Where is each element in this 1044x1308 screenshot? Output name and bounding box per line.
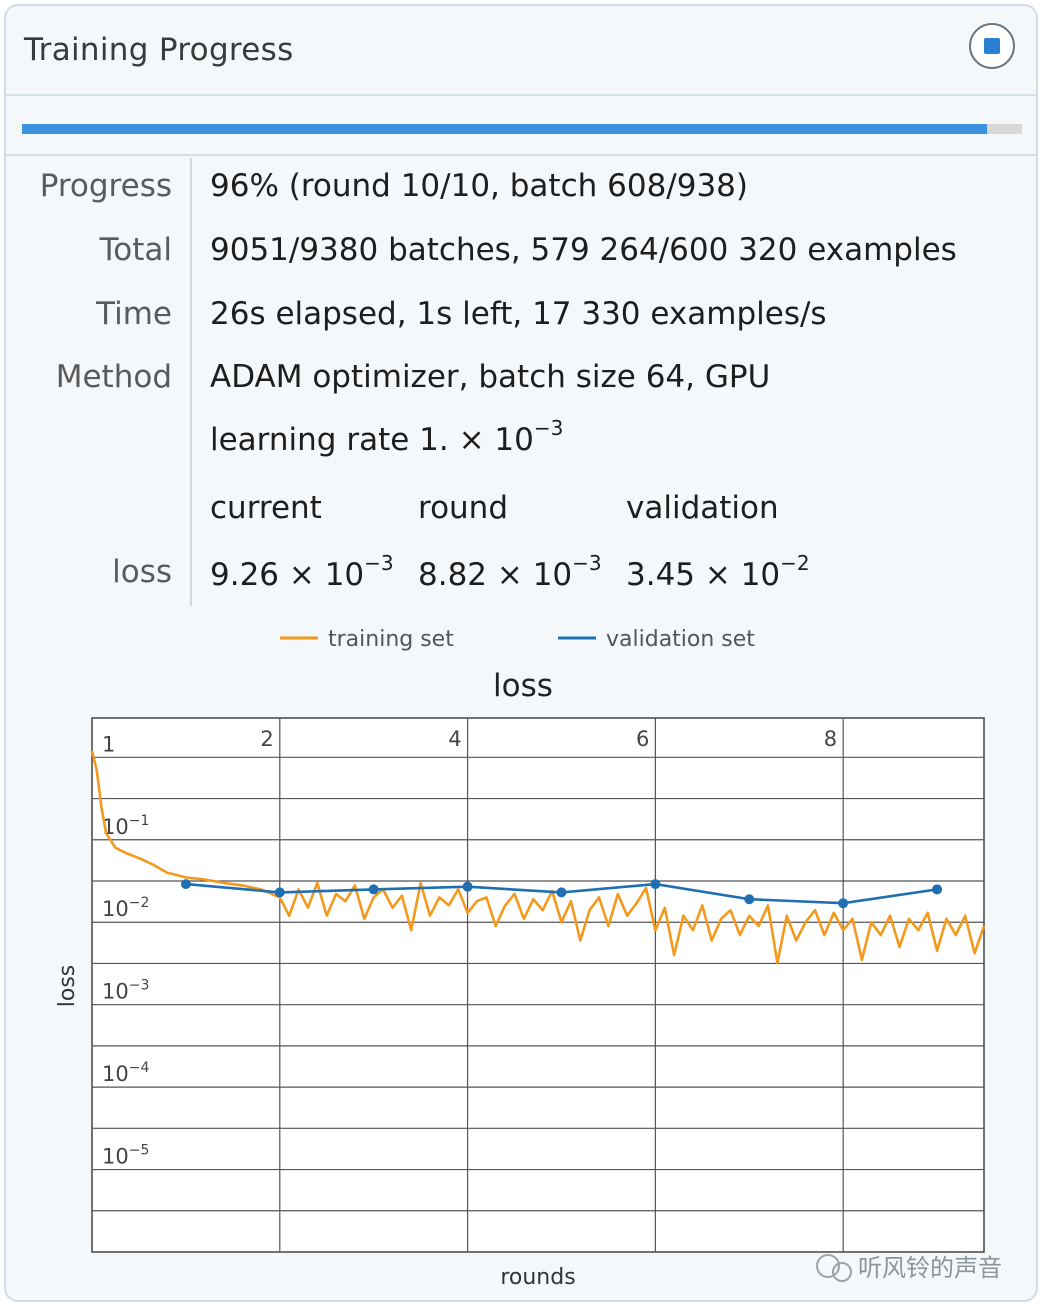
learning-rate: learning rate 1. × 10−3 [210, 416, 563, 458]
plot-area [91, 717, 985, 1253]
x-tick-label: 4 [448, 727, 461, 751]
y-tick-label: 1 [102, 732, 115, 756]
info-grid: Progress 96% (round 10/10, batch 608/938… [6, 6, 1036, 1300]
loss-row-label: loss [112, 554, 172, 590]
validation-point [556, 887, 567, 898]
panel-title: Training Progress [24, 32, 294, 68]
loss-current-exponent: −3 [364, 551, 394, 575]
divider [6, 154, 1036, 156]
x-axis-label: rounds [500, 1265, 575, 1290]
legend-training-label: training set [328, 627, 454, 652]
validation-point [368, 884, 379, 895]
loss-current-value: 9.26 × 10−3 [210, 551, 394, 593]
loss-round-exponent: −3 [572, 551, 602, 575]
stop-icon [984, 38, 1000, 54]
y-tick-labels: 110−110−210−310−410−5 [102, 732, 149, 1168]
learning-rate-exponent: −3 [533, 416, 564, 440]
loss-current-mantissa: 9.26 × 10 [210, 557, 365, 593]
x-tick-label: 6 [636, 727, 649, 751]
validation-point [650, 879, 661, 890]
y-tick-label: 10−3 [102, 978, 149, 1004]
loss-round-value: 8.82 × 10−3 [418, 551, 602, 593]
wechat-icon [816, 1254, 840, 1278]
label-divider [190, 158, 192, 606]
validation-point [744, 894, 755, 905]
loss-chart: training set validation set loss 2 4 6 8 1 1… [55, 627, 1002, 1290]
progress-label: Progress [39, 168, 172, 204]
x-tick-labels: 2 4 6 8 [260, 727, 837, 751]
learning-rate-text: learning rate 1. × 10 [210, 422, 534, 458]
wechat-icon-bubble [832, 1262, 852, 1282]
progress-bar [22, 124, 1022, 134]
loss-validation-value: 3.45 × 10−2 [626, 551, 810, 593]
validation-point [274, 887, 285, 898]
y-tick-label: 10−4 [102, 1060, 149, 1086]
total-value: 9051/9380 batches, 579 264/600 320 examp… [210, 232, 957, 268]
watermark-text: 听风铃的声音 [858, 1254, 1002, 1282]
validation-point [838, 898, 849, 909]
x-tick-label: 8 [824, 727, 837, 751]
time-value: 26s elapsed, 1s left, 17 330 examples/s [210, 296, 827, 332]
training-progress-panel: Training Progress Progress 96% (round 10… [4, 4, 1038, 1302]
y-tick-label: 10−2 [102, 895, 149, 921]
validation-point [462, 881, 473, 892]
method-value: ADAM optimizer, batch size 64, GPU [210, 359, 771, 395]
grid [92, 718, 984, 1252]
time-label: Time [96, 296, 172, 332]
validation-point [180, 879, 191, 890]
progress-value: 96% (round 10/10, batch 608/938) [210, 168, 749, 204]
loss-round-mantissa: 8.82 × 10 [418, 557, 573, 593]
loss-col-round: round [418, 490, 509, 526]
chart-title: loss [493, 668, 553, 704]
stop-button[interactable] [969, 23, 1015, 69]
panel-header: Training Progress [6, 6, 1036, 96]
method-label: Method [55, 359, 172, 395]
validation-points [180, 879, 943, 909]
total-label: Total [99, 232, 172, 268]
legend-validation-label: validation set [606, 627, 755, 652]
loss-validation-mantissa: 3.45 × 10 [626, 557, 781, 593]
loss-col-current: current [210, 490, 322, 526]
x-tick-label: 2 [260, 727, 273, 751]
series-training-line [90, 750, 986, 965]
progress-bar-fill [22, 124, 987, 134]
loss-col-validation: validation [626, 490, 779, 526]
y-axis-label: loss [55, 965, 80, 1008]
y-tick-label: 10−5 [102, 1143, 149, 1169]
loss-validation-exponent: −2 [780, 551, 810, 575]
validation-point [932, 884, 943, 895]
watermark: 听风铃的声音 [816, 1254, 1002, 1282]
